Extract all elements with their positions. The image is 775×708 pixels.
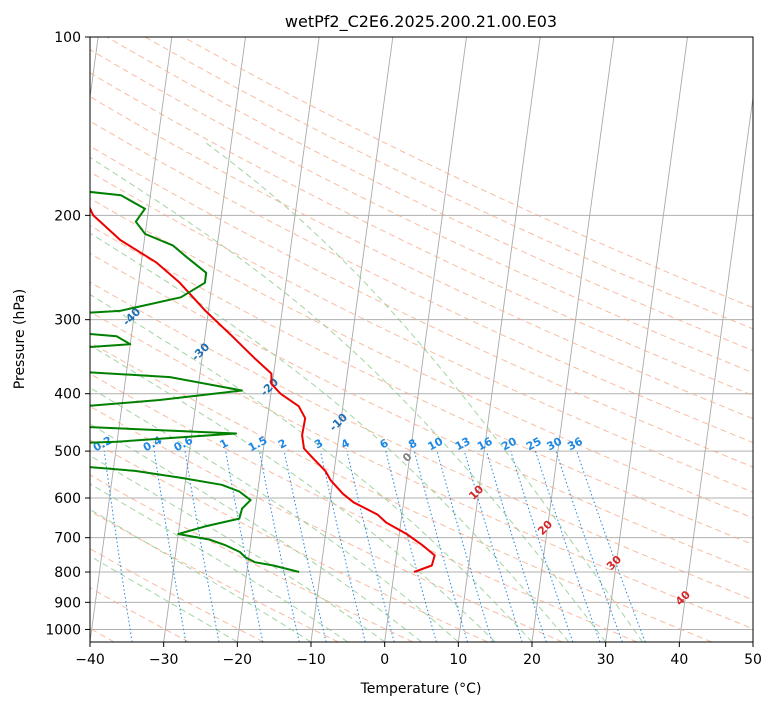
y-tick-label: 1000 <box>45 622 81 638</box>
dry-adiabat-line <box>90 252 753 573</box>
dry-adiabat-line <box>90 373 638 642</box>
moist-adiabat-line <box>90 344 496 642</box>
mixing-ratio-line <box>346 450 395 642</box>
y-tick-label: 100 <box>54 30 81 46</box>
isotherm-line <box>384 37 467 642</box>
mixing-ratio-line <box>319 450 366 642</box>
mixing-ratio-label: 30 <box>545 435 565 454</box>
dewpoint-profile-line <box>90 190 300 573</box>
isotherm-line <box>90 37 173 642</box>
y-axis-label: Pressure (hPa) <box>12 289 28 389</box>
y-tick-label: 800 <box>54 565 81 581</box>
mixing-ratio-label: 20 <box>499 435 519 454</box>
isotherm-line <box>236 37 320 642</box>
x-tick-label: 0 <box>380 652 389 668</box>
mixing-ratio-label: 16 <box>475 435 495 454</box>
y-tick-label: 200 <box>54 208 81 224</box>
dry-adiabat-line <box>144 37 753 330</box>
y-tick-label: 400 <box>54 387 81 403</box>
mixing-ratio-line <box>413 450 468 642</box>
dry-adiabat-line <box>90 439 488 642</box>
plot-frame <box>89 36 754 643</box>
isotherm-line <box>678 93 753 642</box>
mixing-ratio-label: 13 <box>453 435 473 454</box>
x-tick-label: 10 <box>449 652 467 668</box>
mixing-ratio-line <box>510 450 574 642</box>
dry-adiabat-line <box>90 510 339 642</box>
dry-adiabat-line <box>90 311 753 630</box>
x-tick-label: −20 <box>223 652 253 668</box>
moist-adiabat-line <box>90 387 459 642</box>
moist-adiabat-line <box>90 483 349 642</box>
dry-adiabat-line <box>90 405 563 642</box>
mixing-ratio-line <box>463 450 523 642</box>
moist-adiabat-line <box>90 293 533 642</box>
x-tick-label: 30 <box>597 652 615 668</box>
x-tick-label: −40 <box>75 652 105 668</box>
dry-adiabat-line <box>90 548 264 642</box>
dry-adiabat-line <box>90 96 753 420</box>
y-tick-label: 300 <box>54 313 81 329</box>
isotherm-line <box>163 37 246 642</box>
mixing-ratio-line <box>535 450 601 642</box>
mixing-ratio-line <box>103 451 133 642</box>
plot-area: -100-90-80-70-60-50-40-30-20-10010203040… <box>90 37 753 642</box>
y-tick-label: 700 <box>54 531 81 547</box>
moist-adiabat-line <box>203 140 643 642</box>
x-axis-label: Temperature (°C) <box>360 681 482 697</box>
moist-adiabat-line <box>90 423 422 642</box>
mixing-ratio-lines <box>103 450 646 642</box>
moist-adiabat-lines <box>90 140 643 642</box>
temperature-profile-line <box>90 205 436 573</box>
x-tick-label: 40 <box>670 652 688 668</box>
x-tick-label: −10 <box>296 652 326 668</box>
x-tick-label: 20 <box>523 652 541 668</box>
mixing-ratio-line <box>385 450 437 642</box>
x-axis: −40 −30 −20 −10 0 10 20 30 40 50 <box>75 642 762 668</box>
isotherm-line <box>605 37 688 642</box>
mixing-ratio-line <box>225 451 264 642</box>
isotherm-line <box>457 37 541 642</box>
dry-adiabat-line <box>90 341 712 642</box>
dry-adiabat-line <box>90 281 753 601</box>
mixing-ratio-line <box>258 451 300 642</box>
mixing-ratio-line <box>486 450 547 642</box>
x-tick-label: 50 <box>744 652 762 668</box>
dry-adiabat-line <box>90 72 753 397</box>
dry-adiabat-line <box>90 171 753 493</box>
moist-adiabat-line <box>90 156 607 642</box>
y-axis: 1000 900 800 700 600 500 400 300 200 100 <box>45 30 90 638</box>
y-tick-label: 600 <box>54 491 81 507</box>
y-tick-label: 500 <box>54 444 81 460</box>
y-tick-label: 900 <box>54 595 81 611</box>
moist-adiabat-line <box>90 232 570 642</box>
dry-adiabat-line <box>90 224 753 545</box>
x-tick-label: −30 <box>149 652 179 668</box>
dry-adiabat-lines <box>90 37 753 642</box>
mixing-ratio-line <box>436 450 493 642</box>
mixing-ratio-line <box>576 450 646 642</box>
dry-adiabat-line <box>90 197 753 519</box>
moist-adiabat-line <box>90 508 312 642</box>
mixing-ratio-line <box>555 450 623 642</box>
mixing-ratio-label: 10 <box>426 435 446 454</box>
mixing-ratio-line <box>283 451 327 642</box>
profile-series <box>90 190 436 573</box>
mixing-ratio-label: 25 <box>524 435 544 454</box>
mixing-ratio-label: 36 <box>565 435 585 454</box>
chart-title: wetPf2_C2E6.2025.200.21.00.E03 <box>285 12 557 32</box>
dry-adiabat-line <box>106 37 753 352</box>
